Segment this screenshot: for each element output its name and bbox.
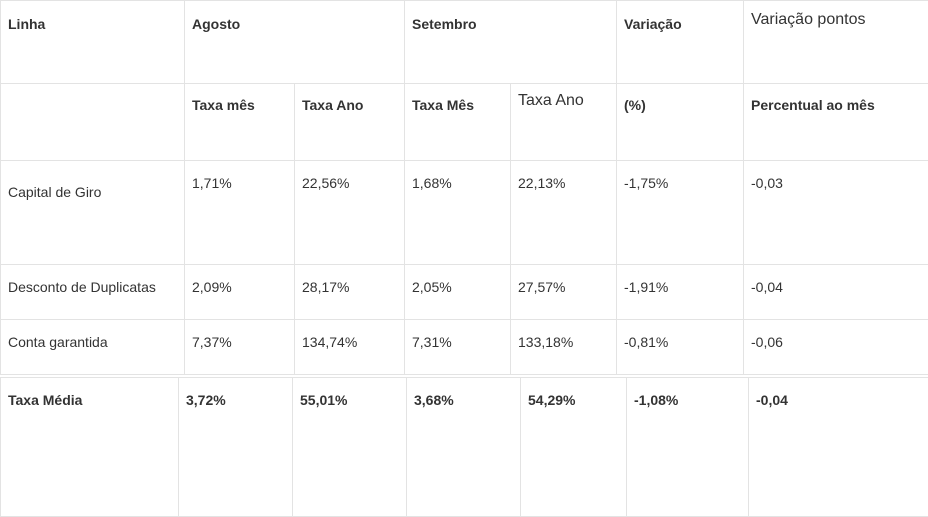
row-label: Desconto de Duplicatas: [1, 265, 185, 320]
cell-ago-ano: 134,74%: [295, 320, 405, 375]
cell-variacao: -0,81%: [617, 320, 744, 375]
average-set-mes: 3,68%: [407, 378, 521, 517]
header-row: Linha Agosto Setembro Variação Variação …: [1, 1, 928, 84]
table-row: Desconto de Duplicatas 2,09% 28,17% 2,05…: [1, 265, 928, 320]
cell-set-mes: 2,05%: [405, 265, 511, 320]
average-pontos: -0,04: [749, 378, 928, 517]
subheader-setembro-taxa-ano: Taxa Ano: [511, 84, 617, 161]
table-row: Capital de Giro 1,71% 22,56% 1,68% 22,13…: [1, 161, 928, 265]
average-variacao: -1,08%: [627, 378, 749, 517]
cell-variacao: -1,91%: [617, 265, 744, 320]
rates-table: Linha Agosto Setembro Variação Variação …: [0, 0, 928, 375]
subheader-agosto-taxa-mes: Taxa mês: [185, 84, 295, 161]
average-label: Taxa Média: [1, 378, 179, 517]
subheader-setembro-taxa-mes: Taxa Mês: [405, 84, 511, 161]
header-variacao-pontos: Variação pontos: [744, 1, 928, 84]
cell-set-ano: 27,57%: [511, 265, 617, 320]
cell-set-mes: 7,31%: [405, 320, 511, 375]
cell-set-ano: 22,13%: [511, 161, 617, 265]
row-label: Conta garantida: [1, 320, 185, 375]
header-setembro: Setembro: [405, 1, 617, 84]
subheader-pontos-unit: Percentual ao mês: [744, 84, 928, 161]
average-ago-ano: 55,01%: [293, 378, 407, 517]
average-row: Taxa Média 3,72% 55,01% 3,68% 54,29% -1,…: [1, 378, 928, 517]
subheader-variacao-unit: (%): [617, 84, 744, 161]
cell-pontos: -0,04: [744, 265, 928, 320]
subheader-empty: [1, 84, 185, 161]
cell-ago-mes: 7,37%: [185, 320, 295, 375]
header-agosto: Agosto: [185, 1, 405, 84]
header-linha: Linha: [1, 1, 185, 84]
cell-pontos: -0,06: [744, 320, 928, 375]
cell-variacao: -1,75%: [617, 161, 744, 265]
subheader-agosto-taxa-ano: Taxa Ano: [295, 84, 405, 161]
cell-pontos: -0,03: [744, 161, 928, 265]
average-set-ano: 54,29%: [521, 378, 627, 517]
row-label: Capital de Giro: [1, 161, 185, 265]
cell-ago-ano: 22,56%: [295, 161, 405, 265]
average-ago-mes: 3,72%: [179, 378, 293, 517]
cell-ago-ano: 28,17%: [295, 265, 405, 320]
subheader-row: Taxa mês Taxa Ano Taxa Mês Taxa Ano (%) …: [1, 84, 928, 161]
cell-set-mes: 1,68%: [405, 161, 511, 265]
average-table: Taxa Média 3,72% 55,01% 3,68% 54,29% -1,…: [0, 377, 928, 517]
table-row: Conta garantida 7,37% 134,74% 7,31% 133,…: [1, 320, 928, 375]
cell-set-ano: 133,18%: [511, 320, 617, 375]
header-variacao: Variação: [617, 1, 744, 84]
cell-ago-mes: 1,71%: [185, 161, 295, 265]
cell-ago-mes: 2,09%: [185, 265, 295, 320]
